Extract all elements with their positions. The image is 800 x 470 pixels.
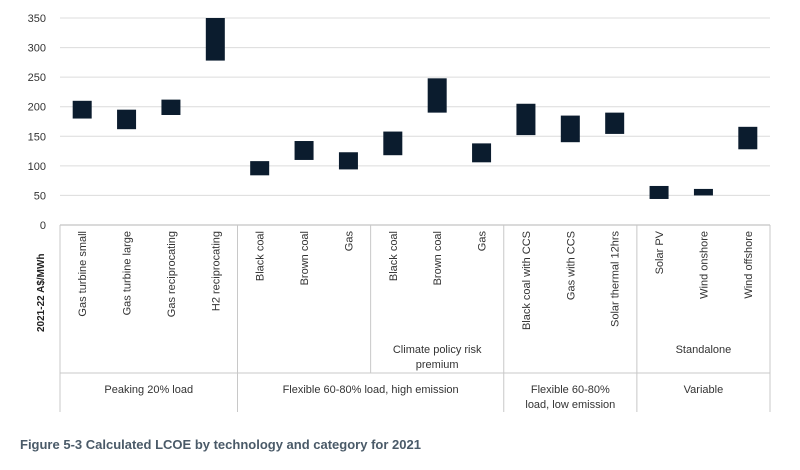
range-bar xyxy=(294,141,314,160)
range-bar xyxy=(693,188,713,196)
category-label: Gas turbine large xyxy=(122,231,134,315)
category-label: Gas turbine small xyxy=(77,231,89,317)
range-bar xyxy=(338,152,358,170)
range-bars xyxy=(72,18,758,199)
subgroup-label: Climate policy risk xyxy=(393,344,482,356)
category-label: Gas reciprocating xyxy=(166,231,178,317)
category-label: Wind onshore xyxy=(698,231,710,299)
range-bar xyxy=(161,99,181,115)
range-bar xyxy=(250,161,270,176)
range-bar xyxy=(383,131,403,156)
y-tick-label: 300 xyxy=(28,43,46,55)
category-label: H2 reciprocating xyxy=(210,231,222,311)
category-label: Solar thermal 12hrs xyxy=(610,231,622,327)
y-tick-label: 50 xyxy=(34,190,46,202)
category-label: Solar PV xyxy=(654,230,666,274)
category-separators xyxy=(59,225,771,412)
category-label: Gas with CCS xyxy=(565,231,577,300)
group-labels: Climate policy risk premium Standalone Peak… xyxy=(104,344,731,411)
y-axis-label: 2021-22 A$/MWh xyxy=(36,253,47,332)
range-bar xyxy=(560,115,580,143)
group-label: Flexible 60-80% xyxy=(531,384,610,396)
group-label: Peaking 20% load xyxy=(104,384,193,396)
subgroup-label: premium xyxy=(416,359,459,371)
category-label: Wind offshore xyxy=(743,231,755,299)
y-axis-ticks: 0 50 100 150 200 250 300 350 xyxy=(28,13,46,232)
group-label: load, low emission xyxy=(525,399,615,411)
category-label: Gas xyxy=(477,231,489,252)
range-bar xyxy=(117,109,137,130)
range-bar xyxy=(649,185,669,199)
subgroup-label: Standalone xyxy=(676,344,732,356)
category-label: Brown coal xyxy=(299,231,311,285)
category-label: Black coal xyxy=(255,231,267,281)
range-bar xyxy=(72,100,92,119)
y-tick-label: 200 xyxy=(28,102,46,114)
figure-caption: Figure 5-3 Calculated LCOE by technology… xyxy=(20,437,421,452)
y-tick-label: 0 xyxy=(40,220,46,232)
range-bar xyxy=(738,126,758,150)
range-bar xyxy=(605,112,625,134)
category-label: Brown coal xyxy=(432,231,444,285)
category-label: Gas xyxy=(343,231,355,252)
range-bar xyxy=(472,143,492,163)
range-bar xyxy=(516,103,536,136)
y-tick-label: 150 xyxy=(28,131,46,143)
group-label: Flexible 60-80% load, high emission xyxy=(283,384,459,396)
range-bar xyxy=(205,18,225,61)
y-tick-label: 100 xyxy=(28,161,46,173)
range-bar xyxy=(427,78,447,113)
y-tick-label: 250 xyxy=(28,72,46,84)
y-tick-label: 350 xyxy=(28,13,46,25)
category-label: Black coal with CCS xyxy=(521,231,533,330)
category-label: Black coal xyxy=(388,231,400,281)
group-label: Variable xyxy=(684,384,724,396)
category-labels: Gas turbine small Gas turbine large Gas re… xyxy=(77,230,755,330)
